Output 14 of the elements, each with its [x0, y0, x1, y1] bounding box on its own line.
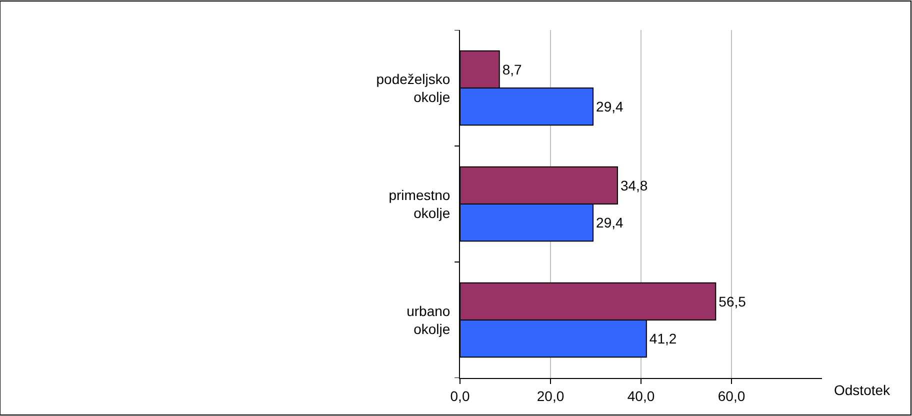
data-label: 29,4: [596, 98, 624, 115]
y-tick-label: primestno okolje: [388, 186, 450, 221]
x-tick-label: 0,0: [450, 388, 470, 404]
x-tick-label: 40,0: [627, 388, 655, 404]
y-tick-label: podeželjsko okolje: [376, 70, 450, 105]
x-axis-title: Odstotek: [834, 382, 892, 398]
data-label: 41,2: [649, 330, 677, 347]
data-label: 34,8: [620, 177, 648, 194]
x-tick-label: 60,0: [718, 388, 746, 404]
data-label: 8,7: [502, 61, 522, 78]
data-label: 56,5: [718, 293, 746, 310]
data-label: 29,4: [596, 214, 624, 231]
y-tick-label: urbano okolje: [406, 302, 450, 337]
x-tick-label: 20,0: [536, 388, 564, 404]
